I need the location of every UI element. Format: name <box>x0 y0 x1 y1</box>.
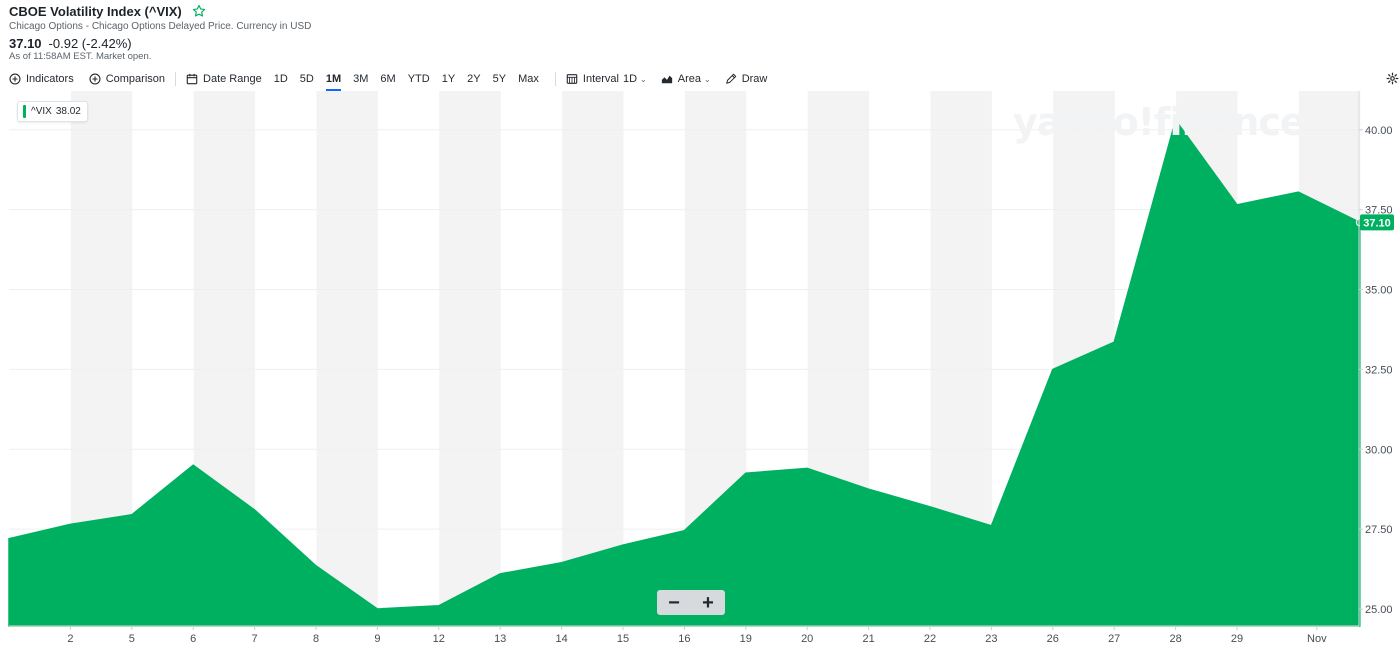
x-tick-label: 28 <box>1169 633 1181 645</box>
x-tick-label: 12 <box>433 633 445 645</box>
range-button-3m[interactable]: 3M <box>353 73 369 85</box>
indicators-label: Indicators <box>26 73 74 85</box>
grid-band <box>562 91 624 626</box>
x-tick-label: 21 <box>862 633 874 645</box>
date-range-button[interactable]: Date Range <box>186 73 262 85</box>
x-tick-label: 23 <box>985 633 997 645</box>
plus-circle-icon <box>9 73 21 85</box>
x-tick-label: 6 <box>190 633 196 645</box>
interval-dropdown[interactable]: Interval 1D ⌄ <box>566 73 647 85</box>
current-price: 37.10 <box>9 36 42 51</box>
interval-value: 1D <box>622 73 638 85</box>
x-tick-label: 2 <box>67 633 73 645</box>
indicators-button[interactable]: Indicators <box>9 73 74 85</box>
x-tick-label: 19 <box>740 633 752 645</box>
star-icon[interactable] <box>192 4 206 18</box>
x-tick-label: 29 <box>1231 633 1243 645</box>
zoom-in-button[interactable]: + <box>702 591 714 614</box>
x-tick-label: 9 <box>374 633 380 645</box>
quote-row: 37.10 -0.92 (-2.42%) <box>9 36 709 51</box>
comparison-label: Comparison <box>105 73 166 85</box>
chart-area[interactable]: 25.00 27.50 30.00 32.50 35.00 37.50 40.00 2 5 6 7 8… <box>0 91 1400 646</box>
range-selector: 1D 5D 1M 3M 6M YTD 1Y 2Y 5Y Max <box>268 70 545 91</box>
x-tick-label: 14 <box>555 633 567 645</box>
x-tick-label: 20 <box>801 633 813 645</box>
y-tick-label: 25.00 <box>1365 604 1393 616</box>
calendar-icon <box>186 73 198 85</box>
y-tick-label: 30.00 <box>1365 444 1393 456</box>
x-tick-label: 13 <box>494 633 506 645</box>
last-price-tag <box>1360 214 1394 231</box>
date-range-label: Date Range <box>203 73 262 85</box>
as-of-timestamp: As of 11:58AM EST. Market open. <box>9 51 152 62</box>
grid-band <box>439 91 501 626</box>
y-tick-label: 27.50 <box>1365 524 1393 536</box>
comparison-button[interactable]: Comparison <box>89 73 165 85</box>
plus-circle-icon <box>89 73 101 85</box>
x-tick-label: 27 <box>1108 633 1120 645</box>
y-tick-label: 32.50 <box>1365 364 1393 376</box>
page-title: CBOE Volatility Index (^VIX) <box>9 3 182 19</box>
chart-toolbar: Indicators Comparison Date Range 1D 5D 1M 3… <box>9 70 1399 91</box>
price-chart[interactable]: 25.00 27.50 30.00 32.50 35.00 37.50 40.00 2 5 6 7 8… <box>0 91 1400 646</box>
range-button-ytd[interactable]: YTD <box>407 73 430 85</box>
last-price-label: 37.10 <box>1363 217 1391 229</box>
toolbar-divider <box>175 72 177 86</box>
draw-button[interactable]: Draw <box>725 73 768 85</box>
area-chart-icon <box>661 75 672 84</box>
grid-band <box>316 91 378 626</box>
range-button-max[interactable]: Max <box>518 73 539 85</box>
legend-symbol: ^VIX <box>31 106 52 117</box>
x-tick-label: 5 <box>129 633 135 645</box>
zoom-controls: − + <box>657 590 725 615</box>
series-legend[interactable]: ^VIX 38.02 <box>17 101 88 122</box>
x-tick-label: Nov <box>1307 633 1327 645</box>
gear-icon[interactable] <box>1386 72 1399 85</box>
chevron-down-icon: ⌄ <box>640 74 647 84</box>
chart-type-dropdown[interactable]: Area ⌄ <box>661 73 711 85</box>
y-tick-label: 35.00 <box>1365 285 1393 297</box>
legend-value: 38.02 <box>55 106 81 117</box>
x-tick-label: 15 <box>617 633 629 645</box>
range-button-2y[interactable]: 2Y <box>467 73 481 85</box>
toolbar-divider <box>554 72 556 86</box>
x-tick-label: 22 <box>924 633 936 645</box>
exchange-subtitle: Chicago Options - Chicago Options Delaye… <box>9 21 312 32</box>
x-tick-label: 8 <box>313 633 319 645</box>
range-button-1m[interactable]: 1M <box>320 70 347 91</box>
range-button-6m[interactable]: 6M <box>380 73 396 85</box>
draw-label: Draw <box>741 73 768 85</box>
price-change: -0.92 (-2.42%) <box>48 36 132 51</box>
range-button-5d[interactable]: 5D <box>299 73 314 85</box>
pencil-icon <box>725 73 736 84</box>
legend-swatch <box>23 105 26 118</box>
chart-type-label: Area <box>677 73 701 85</box>
chevron-down-icon: ⌄ <box>703 74 711 84</box>
zoom-out-button[interactable]: − <box>668 591 680 614</box>
x-tick-label: 7 <box>252 633 258 645</box>
interval-label: Interval <box>582 73 619 85</box>
range-button-1y[interactable]: 1Y <box>441 73 456 85</box>
y-tick-label: 37.50 <box>1365 205 1393 217</box>
x-tick-label: 16 <box>678 633 690 645</box>
x-tick-label: 26 <box>1047 633 1059 645</box>
quote-header: CBOE Volatility Index (^VIX) Chicago Opt… <box>9 3 709 63</box>
range-button-1d[interactable]: 1D <box>273 73 288 85</box>
range-button-5y[interactable]: 5Y <box>492 73 507 85</box>
y-tick-label: 40.00 <box>1365 125 1393 137</box>
interval-icon <box>566 74 578 84</box>
area-series <box>8 118 1361 627</box>
title-row: CBOE Volatility Index (^VIX) <box>9 3 709 19</box>
